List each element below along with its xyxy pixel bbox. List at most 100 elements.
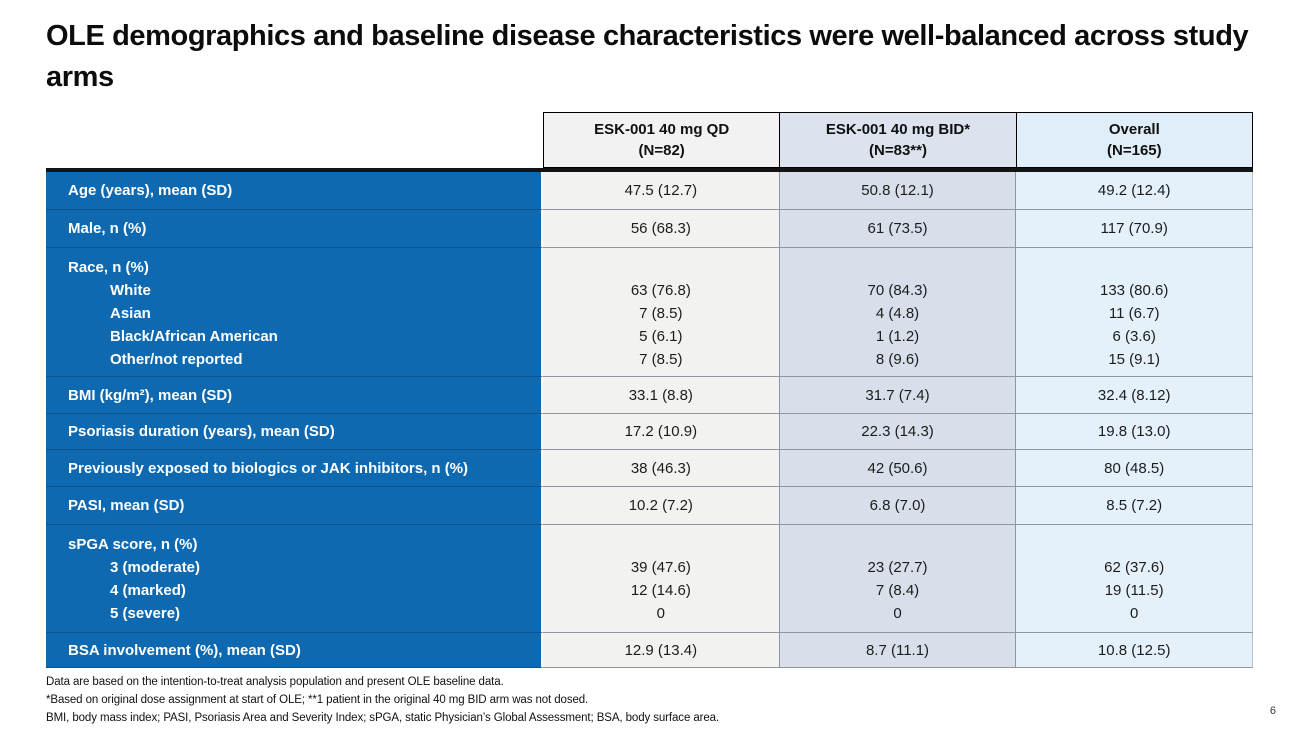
row-label: sPGA score, n (%) 3 (moderate) 4 (marked) 5… xyxy=(46,525,543,633)
data-value: 56 (68.3) xyxy=(630,220,691,237)
data-cell: 47.5 (12.7) xyxy=(543,172,779,210)
table-row: PASI, mean (SD) 10.2 (7.2) 6.8 (7.0) 8.5 (7… xyxy=(46,487,1254,525)
data-value: 0 xyxy=(656,605,665,622)
row-label-text: sPGA score, n (%) xyxy=(68,536,198,553)
data-value: 6.8 (7.0) xyxy=(869,497,926,514)
data-cell: 63 (76.8) 7 (8.5) 5 (6.1) 7 (8.5) xyxy=(543,248,779,377)
data-cell: 8.5 (7.2) xyxy=(1015,487,1254,525)
data-cell: 31.7 (7.4) xyxy=(778,377,1016,414)
row-label-text: Male, n (%) xyxy=(68,220,147,237)
column-header-n: (N=165) xyxy=(1107,142,1162,159)
row-label: BSA involvement (%), mean (SD) xyxy=(46,633,543,668)
row-label-text: Psoriasis duration (years), mean (SD) xyxy=(68,423,335,440)
data-cell: 22.3 (14.3) xyxy=(778,414,1016,450)
data-cell: 61 (73.5) xyxy=(778,210,1016,248)
row-sublabel: Asian xyxy=(110,305,151,322)
data-value: 8.7 (11.1) xyxy=(865,641,930,659)
data-cell: 32.4 (8.12) xyxy=(1015,377,1254,414)
column-header-name: ESK-001 40 mg QD xyxy=(594,121,730,138)
data-value: 17.2 (10.9) xyxy=(624,423,698,440)
data-value: 7 (8.5) xyxy=(639,351,683,368)
data-cell: 38 (46.3) xyxy=(543,450,779,487)
data-value: 61 (73.5) xyxy=(867,220,928,237)
data-cell: 42 (50.6) xyxy=(778,450,1016,487)
row-label: Race, n (%) White Asian Black/African Ameri… xyxy=(46,248,543,377)
data-value: 12.9 (13.4) xyxy=(624,641,698,659)
data-value: 6 (3.6) xyxy=(1112,328,1156,345)
row-sublabel: 4 (marked) xyxy=(110,582,186,599)
demographics-table: ESK-001 40 mg QD (N=82) ESK-001 40 mg BID*… xyxy=(46,112,1254,668)
data-value: 80 (48.5) xyxy=(1104,459,1165,477)
footnote-line: BMI, body mass index; PASI, Psoriasis Ar… xyxy=(46,712,720,724)
data-value: 7 (8.4) xyxy=(875,582,920,599)
data-value: 62 (37.6) xyxy=(1104,559,1165,576)
row-label-text: BMI (kg/m²), mean (SD) xyxy=(68,386,233,404)
data-value: 50.8 (12.1) xyxy=(861,182,934,199)
data-value: 47.5 (12.7) xyxy=(624,182,698,199)
column-header: ESK-001 40 mg QD (N=82) xyxy=(544,113,780,167)
column-header: ESK-001 40 mg BID* (N=83**) xyxy=(779,113,1016,167)
data-value: 42 (50.6) xyxy=(867,459,928,477)
table-body: Age (years), mean (SD) 47.5 (12.7) 50.8 (1… xyxy=(46,172,1254,668)
data-value: 23 (27.7) xyxy=(867,559,928,576)
data-value: 11 (6.7) xyxy=(1108,305,1160,322)
row-label-text: Race, n (%) xyxy=(68,259,149,276)
data-cell: 10.2 (7.2) xyxy=(543,487,779,525)
row-sublabel: 5 (severe) xyxy=(110,605,181,622)
data-value: 7 (8.5) xyxy=(639,305,683,322)
table-row: BSA involvement (%), mean (SD) 12.9 (13.4… xyxy=(46,633,1254,668)
row-label: PASI, mean (SD) xyxy=(46,487,543,525)
table-row: Psoriasis duration (years), mean (SD) 17.… xyxy=(46,414,1254,450)
data-value: 1 (1.2) xyxy=(875,328,920,345)
column-header-name: ESK-001 40 mg BID* xyxy=(825,121,971,138)
data-value: 0 xyxy=(893,605,902,622)
data-cell: 80 (48.5) xyxy=(1015,450,1254,487)
data-value: 8 (9.6) xyxy=(875,351,920,368)
data-cell: 17.2 (10.9) xyxy=(543,414,779,450)
data-value: 39 (47.6) xyxy=(630,559,691,576)
footnote-line: Data are based on the intention-to-treat… xyxy=(46,676,504,688)
data-cell: 50.8 (12.1) xyxy=(778,172,1016,210)
data-value: 19.8 (13.0) xyxy=(1097,423,1171,440)
data-value: 10.2 (7.2) xyxy=(628,497,693,514)
row-label: Psoriasis duration (years), mean (SD) xyxy=(46,414,543,450)
row-label-text: Age (years), mean (SD) xyxy=(68,182,233,199)
table-row: Race, n (%) White Asian Black/African Ameri… xyxy=(46,248,1254,377)
row-label: Age (years), mean (SD) xyxy=(46,172,543,210)
data-value: 22.3 (14.3) xyxy=(861,423,934,440)
data-cell: 6.8 (7.0) xyxy=(778,487,1016,525)
data-value: 33.1 (8.8) xyxy=(628,386,693,404)
table-row: Previously exposed to biologics or JAK i… xyxy=(46,450,1254,487)
row-label-text: Previously exposed to biologics or JAK i… xyxy=(68,459,469,477)
table-row: BMI (kg/m²), mean (SD) 33.1 (8.8) 31.7 (7.… xyxy=(46,377,1254,414)
data-value: 12 (14.6) xyxy=(630,582,691,599)
row-sublabel: White xyxy=(110,282,151,299)
data-cell: 8.7 (11.1) xyxy=(778,633,1016,668)
row-label: Male, n (%) xyxy=(46,210,543,248)
data-value: 70 (84.3) xyxy=(867,282,928,299)
row-sublabel: 3 (moderate) xyxy=(110,559,201,576)
data-value: 10.8 (12.5) xyxy=(1097,641,1171,659)
page-number: 6 xyxy=(1269,705,1276,717)
data-value: 63 (76.8) xyxy=(630,282,691,299)
row-label: Previously exposed to biologics or JAK i… xyxy=(46,450,543,487)
data-cell: 70 (84.3) 4 (4.8) 1 (1.2) 8 (9.6) xyxy=(778,248,1016,377)
data-value: 0 xyxy=(1130,605,1139,622)
header-divider xyxy=(46,168,1253,172)
footnotes: Data are based on the intention-to-treat… xyxy=(46,673,719,727)
row-label-text: BSA involvement (%), mean (SD) xyxy=(68,641,301,659)
data-cell: 23 (27.7) 7 (8.4) 0 xyxy=(778,525,1016,633)
footnote-line: *Based on original dose assignment at st… xyxy=(46,694,589,706)
table-header-row: ESK-001 40 mg QD (N=82) ESK-001 40 mg BID*… xyxy=(543,112,1253,168)
data-value: 49.2 (12.4) xyxy=(1097,182,1171,199)
data-value: 32.4 (8.12) xyxy=(1097,386,1171,404)
data-cell: 33.1 (8.8) xyxy=(543,377,779,414)
data-value: 4 (4.8) xyxy=(875,305,920,322)
row-label-text: PASI, mean (SD) xyxy=(68,497,185,514)
row-label: BMI (kg/m²), mean (SD) xyxy=(46,377,543,414)
row-sublabel: Other/not reported xyxy=(110,351,243,368)
column-header-n: (N=82) xyxy=(638,142,685,159)
data-value: 117 (70.9) xyxy=(1100,220,1168,237)
table-row: Age (years), mean (SD) 47.5 (12.7) 50.8 (1… xyxy=(46,172,1254,210)
